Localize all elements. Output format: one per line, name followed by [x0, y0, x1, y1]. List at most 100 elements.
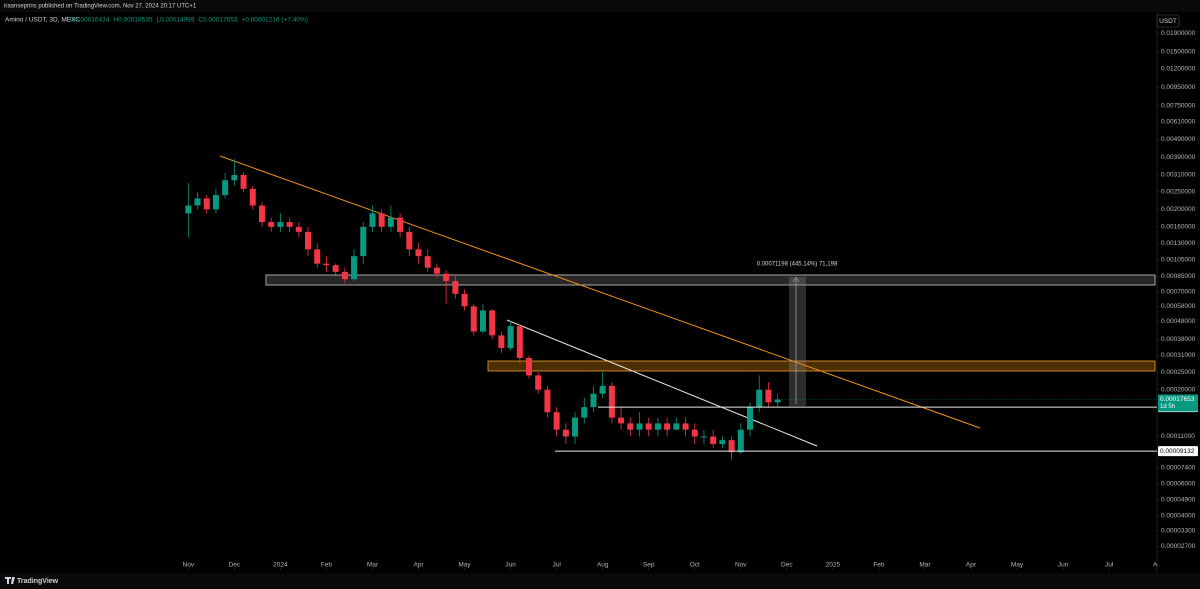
candle-body [645, 423, 652, 430]
candle-body [526, 357, 533, 376]
candle-body [415, 249, 422, 257]
y-tick-label: 0.00310000 [1161, 172, 1196, 179]
candle-body [443, 273, 450, 282]
y-tick-label: 0.00105000 [1161, 257, 1196, 264]
candle-body [461, 293, 468, 307]
candle-body [608, 385, 615, 418]
candle-body [406, 231, 413, 250]
candle-body [433, 267, 440, 274]
y-tick-label: 0.01900000 [1161, 30, 1196, 37]
y-tick-label: 0.00200000 [1161, 206, 1196, 213]
candle-body [516, 326, 523, 358]
supply-zone [487, 360, 1156, 372]
candle-body [728, 440, 735, 453]
y-tick-label: 0.00007400 [1161, 464, 1196, 471]
candle-body [765, 389, 772, 403]
brand-logo [5, 577, 15, 584]
candle-body [314, 249, 321, 264]
x-tick-label: Dec [229, 562, 241, 569]
y-tick-label: 0.01500000 [1161, 48, 1196, 55]
candle-body [618, 417, 625, 424]
candle-body [710, 436, 717, 444]
candle-body [535, 375, 542, 390]
y-tick-label: 0.00750000 [1161, 103, 1196, 110]
x-tick-label: Jun [505, 562, 516, 569]
candle-body [222, 180, 229, 196]
y-tick-label: 0.00085000 [1161, 273, 1196, 280]
y-tick-label: 0.00006000 [1161, 481, 1196, 488]
y-tick-label: 0.00490000 [1161, 136, 1196, 143]
x-tick-label: Mar [367, 562, 379, 569]
candle-body [231, 175, 238, 181]
candle-body [636, 423, 643, 430]
y-tick-label: 0.00048000 [1161, 318, 1196, 325]
x-tick-label: Apr [966, 562, 977, 569]
candle-body [341, 271, 348, 280]
candle-body [572, 417, 579, 437]
candle-body [387, 217, 394, 227]
candle-body [397, 217, 404, 232]
candle-body [203, 198, 210, 210]
candle-body [295, 226, 302, 232]
candle-body [351, 256, 358, 280]
candle-body [258, 205, 265, 223]
candle-body [378, 213, 385, 227]
plot: 0.01900000 0.01500000 0.01200000 0.00950000… [183, 30, 1198, 570]
bottom-bar [0, 573, 1200, 589]
y-tick-label: 0.00025000 [1161, 369, 1196, 376]
candle-body [452, 281, 459, 294]
level-label: 0.00009132 [1160, 448, 1195, 455]
candle-body [305, 231, 312, 250]
candle-body [212, 195, 219, 210]
x-tick-label: Feb [321, 562, 333, 569]
candle-body [369, 213, 376, 227]
candle-body [479, 310, 486, 332]
candle-body [590, 393, 597, 408]
ohlc-legend: O0.00016434 H0.00018535 L0.00014999 C0.0001… [70, 17, 308, 24]
y-tick-label: 0.00130000 [1161, 240, 1196, 247]
measure-label: 0.00071198 (445.14%) 71,198 [757, 262, 838, 268]
candle-body [489, 310, 496, 336]
y-tick-label: 0.00020000 [1161, 386, 1196, 393]
candle-body [700, 436, 707, 438]
x-tick-label: Mar [919, 562, 931, 569]
candle-body [654, 423, 661, 430]
candle-body [627, 423, 634, 430]
y-tick-label: 0.00160000 [1161, 224, 1196, 231]
y-tick-label: 0.01200000 [1161, 66, 1196, 73]
x-tick-label: Jun [1058, 562, 1069, 569]
candle-body [240, 175, 247, 189]
level-label-box [1158, 446, 1198, 457]
x-tick-label: Dec [781, 562, 793, 569]
candle-body [719, 440, 726, 444]
resistance-zone [265, 274, 1156, 286]
y-tick-label: 0.00058000 [1161, 303, 1196, 310]
x-tick-label: Aug [597, 562, 609, 569]
measure-arrowhead [792, 276, 800, 283]
candle-body [323, 263, 330, 266]
currency-box [1156, 14, 1180, 28]
ohlc-value: H0.00018535 [113, 17, 152, 24]
last-price-box [1158, 394, 1198, 412]
candle-body [498, 335, 505, 349]
currency: USDT [1159, 18, 1177, 25]
published-line: iraanseprins published on TradingView.co… [4, 4, 197, 10]
x-tick-label: May [1011, 562, 1024, 569]
y-tick-label: 0.00002700 [1161, 543, 1196, 550]
x-tick-label: Nov [183, 562, 195, 569]
candle-body [360, 226, 367, 257]
y-tick-label: 0.00950000 [1161, 84, 1196, 91]
candle-body [599, 385, 606, 394]
brand: TradingView [17, 578, 59, 585]
candle-body [424, 256, 431, 268]
x-tick-label: May [458, 562, 471, 569]
candle-body [507, 326, 514, 349]
candle-body [277, 222, 284, 227]
candle-body [544, 389, 551, 413]
candle-body [332, 265, 339, 272]
y-tick-label: 0.00003300 [1161, 528, 1196, 535]
candle-body [682, 423, 689, 430]
ohlc-value: C0.00017653 [198, 17, 237, 24]
y-tick-label: 0.00070000 [1161, 288, 1196, 295]
